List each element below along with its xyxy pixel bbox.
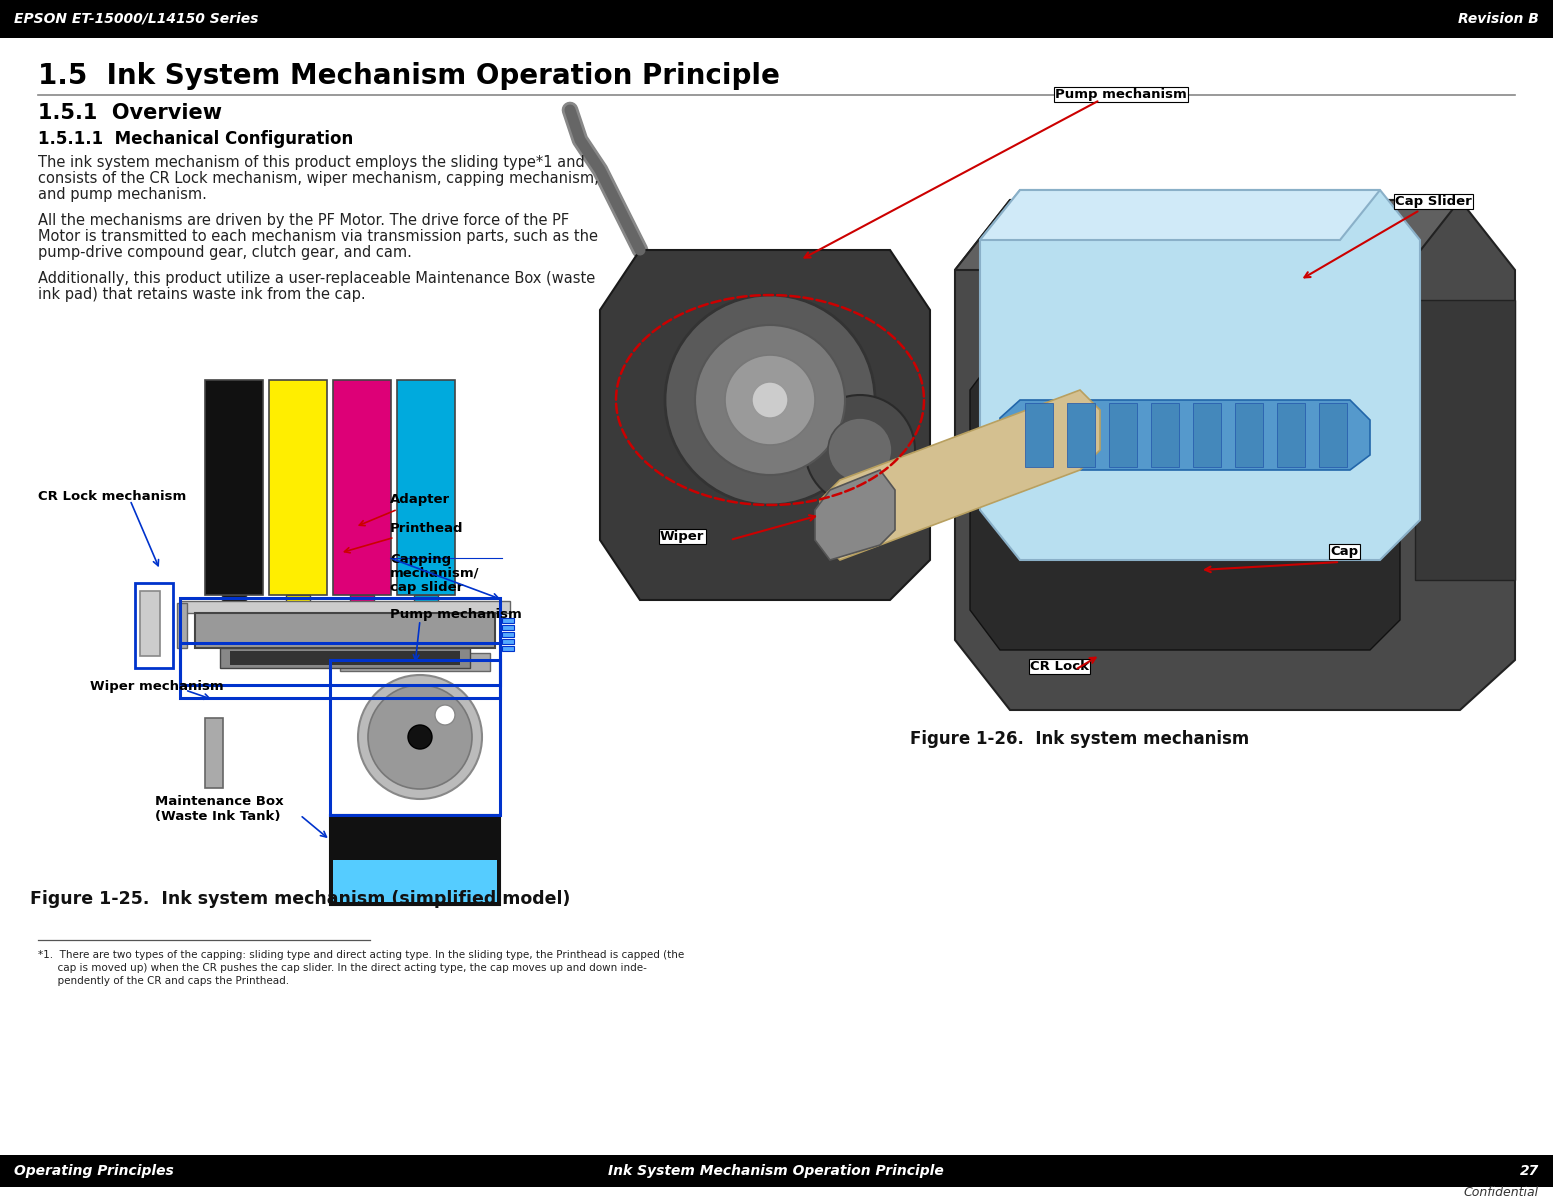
Text: Capping: Capping <box>390 553 450 566</box>
Polygon shape <box>1235 403 1263 467</box>
Text: consists of the CR Lock mechanism, wiper mechanism, capping mechanism,: consists of the CR Lock mechanism, wiper… <box>37 170 599 186</box>
Text: Cap: Cap <box>1329 545 1359 558</box>
Text: Additionally, this product utilize a user-replaceable Maintenance Box (waste: Additionally, this product utilize a use… <box>37 271 595 286</box>
Polygon shape <box>955 200 1460 270</box>
Text: Ink System Mechanism Operation Principle: Ink System Mechanism Operation Principle <box>609 1164 944 1178</box>
Bar <box>325 653 343 660</box>
Polygon shape <box>1318 403 1346 467</box>
Bar <box>502 625 514 630</box>
Polygon shape <box>1151 403 1179 467</box>
Circle shape <box>752 382 787 418</box>
Polygon shape <box>599 250 930 600</box>
Circle shape <box>665 295 874 505</box>
Text: mechanism/: mechanism/ <box>390 566 480 580</box>
Bar <box>502 632 514 637</box>
Polygon shape <box>815 470 895 560</box>
Text: Printhead: Printhead <box>345 522 463 553</box>
Text: Pump mechanism: Pump mechanism <box>1054 88 1186 101</box>
Bar <box>180 601 509 613</box>
Polygon shape <box>971 350 1399 650</box>
Bar <box>502 646 514 650</box>
Text: Figure 1-26.  Ink system mechanism: Figure 1-26. Ink system mechanism <box>910 730 1250 748</box>
Text: Maintenance Box: Maintenance Box <box>155 794 284 808</box>
Polygon shape <box>1193 403 1221 467</box>
Bar <box>230 650 460 665</box>
Text: cap slider: cap slider <box>390 581 463 594</box>
Circle shape <box>804 395 915 505</box>
Text: CR Lock: CR Lock <box>1030 660 1089 673</box>
Bar <box>398 380 455 595</box>
Text: pendently of the CR and caps the Printhead.: pendently of the CR and caps the Printhe… <box>37 976 289 986</box>
Text: Pump mechanism: Pump mechanism <box>390 608 522 622</box>
Bar <box>180 643 500 685</box>
Bar <box>205 380 262 595</box>
Text: Motor is transmitted to each mechanism via transmission parts, such as the: Motor is transmitted to each mechanism v… <box>37 229 598 244</box>
Text: The ink system mechanism of this product employs the sliding type*1 and: The ink system mechanism of this product… <box>37 155 585 170</box>
Bar <box>332 860 497 902</box>
Polygon shape <box>820 390 1100 560</box>
Bar <box>415 595 438 613</box>
Polygon shape <box>1277 403 1305 467</box>
Bar <box>221 648 471 668</box>
Circle shape <box>696 325 845 475</box>
Bar <box>329 815 500 905</box>
Text: Confidential: Confidential <box>1464 1187 1539 1200</box>
Bar <box>502 618 514 623</box>
Text: 27: 27 <box>1520 1164 1539 1178</box>
Text: CR Lock mechanism: CR Lock mechanism <box>37 490 186 503</box>
Bar <box>351 595 374 613</box>
Text: 1.5.1.1  Mechanical Configuration: 1.5.1.1 Mechanical Configuration <box>37 130 353 148</box>
Bar <box>196 613 495 648</box>
Circle shape <box>368 685 472 790</box>
Bar <box>332 380 391 595</box>
Bar <box>180 598 500 698</box>
Text: 1.5  Ink System Mechanism Operation Principle: 1.5 Ink System Mechanism Operation Princ… <box>37 62 780 90</box>
Circle shape <box>435 704 455 725</box>
Text: cap is moved up) when the CR pushes the cap slider. In the direct acting type, t: cap is moved up) when the CR pushes the … <box>37 962 648 973</box>
Bar <box>205 718 224 788</box>
Text: 1.5.1  Overview: 1.5.1 Overview <box>37 103 222 122</box>
Bar <box>222 595 245 613</box>
Bar <box>269 380 328 595</box>
Polygon shape <box>1109 403 1137 467</box>
Text: EPSON ET-15000/L14150 Series: EPSON ET-15000/L14150 Series <box>14 12 258 26</box>
Bar <box>329 660 500 815</box>
Text: (Waste Ink Tank): (Waste Ink Tank) <box>155 810 281 823</box>
Text: Wiper mechanism: Wiper mechanism <box>90 680 224 692</box>
Polygon shape <box>980 190 1381 240</box>
Polygon shape <box>1067 403 1095 467</box>
Text: Operating Principles: Operating Principles <box>14 1164 174 1178</box>
Polygon shape <box>1415 300 1516 580</box>
Bar <box>140 590 160 656</box>
Text: Wiper: Wiper <box>660 530 705 542</box>
Polygon shape <box>1025 403 1053 467</box>
Text: All the mechanisms are driven by the PF Motor. The drive force of the PF: All the mechanisms are driven by the PF … <box>37 214 568 228</box>
Polygon shape <box>1000 400 1370 470</box>
Polygon shape <box>980 190 1419 560</box>
Bar <box>0 0 1553 38</box>
Text: Adapter: Adapter <box>359 493 450 526</box>
Bar <box>177 602 186 648</box>
Bar <box>135 583 172 668</box>
Circle shape <box>725 355 815 445</box>
Circle shape <box>359 674 481 799</box>
Circle shape <box>828 418 891 482</box>
Text: Revision B: Revision B <box>1458 12 1539 26</box>
Polygon shape <box>955 200 1516 710</box>
Bar <box>286 595 309 613</box>
Text: and pump mechanism.: and pump mechanism. <box>37 187 207 202</box>
Text: Figure 1-25.  Ink system mechanism (simplified model): Figure 1-25. Ink system mechanism (simpl… <box>30 890 570 908</box>
Bar <box>502 638 514 644</box>
Bar <box>340 653 491 671</box>
Text: pump-drive compound gear, clutch gear, and cam.: pump-drive compound gear, clutch gear, a… <box>37 245 412 260</box>
Bar <box>0 1154 1553 1187</box>
Text: Cap Slider: Cap Slider <box>1395 194 1472 208</box>
Text: ink pad) that retains waste ink from the cap.: ink pad) that retains waste ink from the… <box>37 287 365 302</box>
Text: *1.  There are two types of the capping: sliding type and direct acting type. In: *1. There are two types of the capping: … <box>37 950 685 960</box>
Circle shape <box>408 725 432 749</box>
